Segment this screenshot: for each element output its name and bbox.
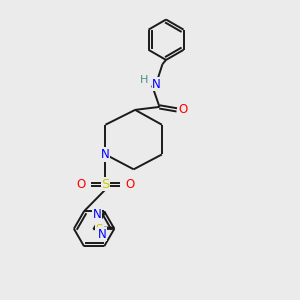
Text: O: O	[76, 178, 86, 191]
Text: S: S	[101, 178, 110, 191]
Text: N: N	[93, 208, 102, 221]
Text: H: H	[140, 75, 148, 85]
Text: S: S	[96, 223, 103, 236]
Text: N: N	[98, 228, 107, 241]
Text: N: N	[101, 148, 110, 161]
Text: O: O	[125, 178, 135, 191]
Text: N: N	[152, 77, 161, 91]
Text: O: O	[179, 103, 188, 116]
